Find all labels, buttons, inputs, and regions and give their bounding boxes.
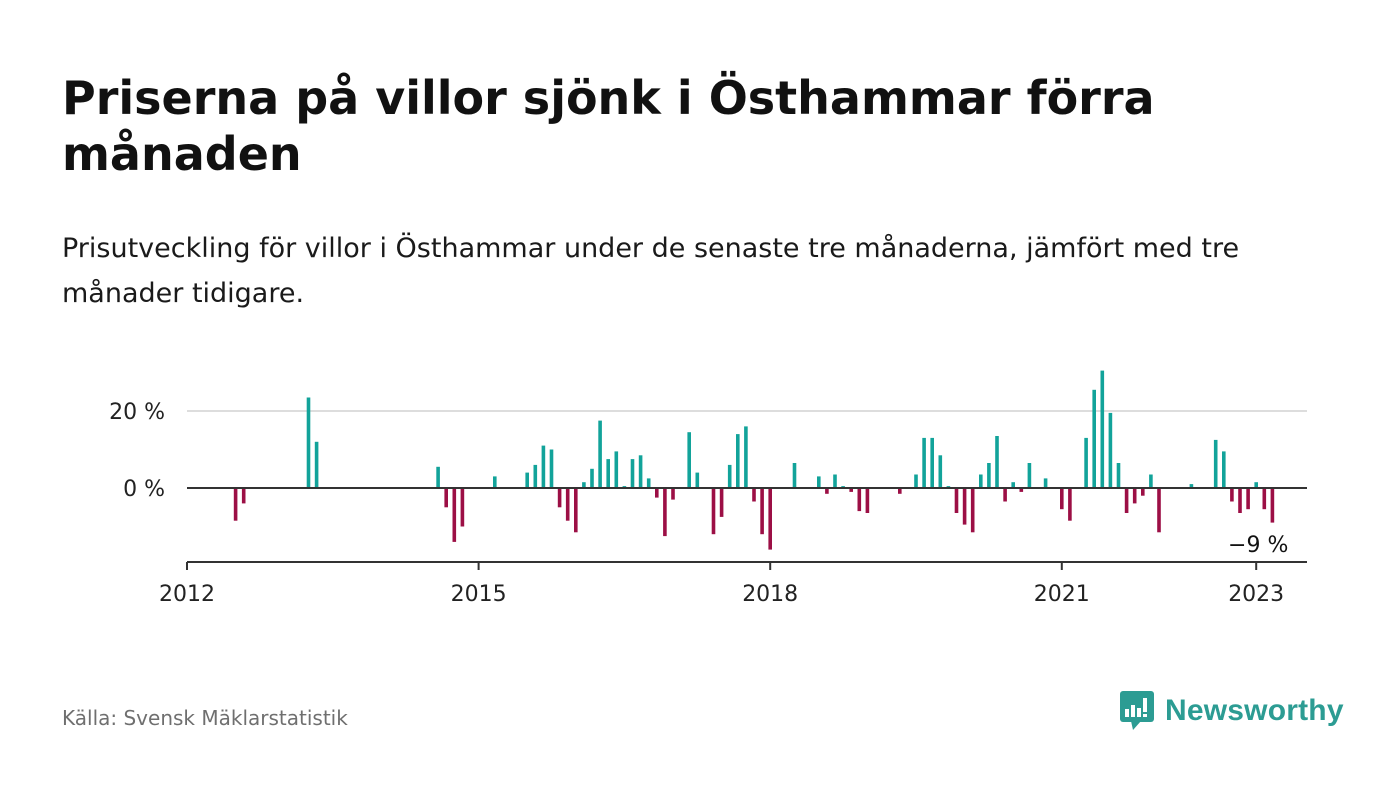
bar: [922, 437, 926, 488]
bar: [1043, 478, 1048, 488]
newsworthy-logo: Newsworthy: [1119, 690, 1344, 732]
bar: [711, 488, 716, 535]
bar: [1132, 488, 1137, 504]
bar: [493, 476, 497, 488]
x-tick-label: 2015: [451, 582, 507, 607]
bar: [695, 472, 700, 488]
bar: [638, 455, 643, 488]
bar: [1189, 484, 1194, 488]
bar: [914, 474, 918, 488]
bar: [719, 488, 724, 517]
bar: [630, 459, 635, 488]
bar: [671, 488, 675, 500]
bar: [306, 397, 311, 488]
bar: [1262, 488, 1267, 510]
bar: [606, 459, 610, 488]
bar: [557, 488, 562, 508]
bar: [233, 488, 238, 521]
bar: [1213, 439, 1218, 488]
x-tick-label: 2023: [1228, 582, 1284, 607]
bar: [727, 464, 732, 488]
bar: [460, 488, 465, 527]
bar: [1084, 437, 1088, 488]
x-tick-label: 2018: [742, 582, 798, 607]
chart-title: Priserna på villor sjönk i Östhammar för…: [62, 71, 1155, 181]
bar: [849, 488, 853, 492]
bar: [1116, 463, 1121, 488]
bar: [436, 466, 440, 488]
bar: [525, 472, 529, 488]
bar: [565, 488, 570, 521]
bar: [314, 441, 319, 488]
bar: [744, 426, 748, 488]
source-credit: Källa: Svensk Mäklarstatistik: [62, 706, 348, 730]
bar: [938, 455, 943, 488]
bar: [817, 476, 821, 488]
x-tick-label: 2012: [159, 582, 215, 607]
bar: [1092, 389, 1096, 488]
bar: [1108, 412, 1113, 488]
bar: [979, 474, 983, 488]
y-tick-label: 20 %: [109, 400, 165, 425]
bar: [962, 488, 967, 525]
bar: [241, 488, 246, 504]
bar: [825, 488, 829, 494]
bar: [1222, 451, 1226, 488]
bar: [533, 464, 538, 488]
bar: [995, 436, 999, 488]
bar: [1246, 488, 1250, 510]
bar: [614, 451, 619, 488]
bar: [792, 463, 797, 488]
bar: [857, 488, 862, 512]
bar: [1003, 488, 1007, 502]
bar: [590, 468, 594, 489]
bar: [752, 488, 756, 502]
bar: [1100, 370, 1105, 488]
bar: [663, 488, 667, 537]
bar-layer: [233, 370, 1275, 550]
brand-name: Newsworthy: [1165, 694, 1344, 727]
bar: [1011, 482, 1015, 488]
bar: [1238, 488, 1242, 513]
grid-layer: 0 % 20 %: [109, 400, 1307, 502]
bar: [549, 449, 554, 488]
bar: [987, 463, 991, 488]
bar: [1141, 488, 1145, 496]
bar: [1149, 474, 1153, 488]
last-value-label: −9 %: [1228, 533, 1288, 558]
bar: [687, 432, 691, 488]
bar: [1060, 488, 1064, 510]
bar: [452, 488, 457, 542]
bar: [1230, 488, 1234, 502]
bar: [1019, 488, 1024, 492]
x-tick-label: 2021: [1034, 582, 1090, 607]
bar: [1270, 488, 1275, 523]
bar: [582, 482, 586, 488]
bar: [930, 437, 934, 488]
bar: [865, 488, 870, 513]
bar: [444, 488, 448, 508]
y-tick-label: 0 %: [123, 477, 165, 502]
bar: [736, 434, 740, 488]
chart-subtitle: Prisutveckling för villor i Östhammar un…: [62, 233, 1240, 309]
bar: [833, 474, 837, 488]
newsworthy-logo-icon: [1120, 691, 1154, 730]
bar: [898, 488, 902, 494]
bar: [954, 488, 959, 513]
bar: [1027, 463, 1032, 488]
bar: [1254, 482, 1258, 488]
bar: [760, 488, 764, 535]
bar: [1124, 488, 1129, 513]
bar: [1157, 488, 1161, 533]
bar: [574, 488, 578, 533]
bar: [646, 478, 651, 488]
axis-layer: 2012 2015 2018 2021 2023: [159, 487, 1307, 607]
bar: [768, 488, 772, 550]
bar: [970, 488, 975, 533]
bar: [598, 420, 602, 488]
bar: [541, 445, 546, 488]
bar: [655, 488, 659, 498]
bar: [1068, 488, 1072, 521]
